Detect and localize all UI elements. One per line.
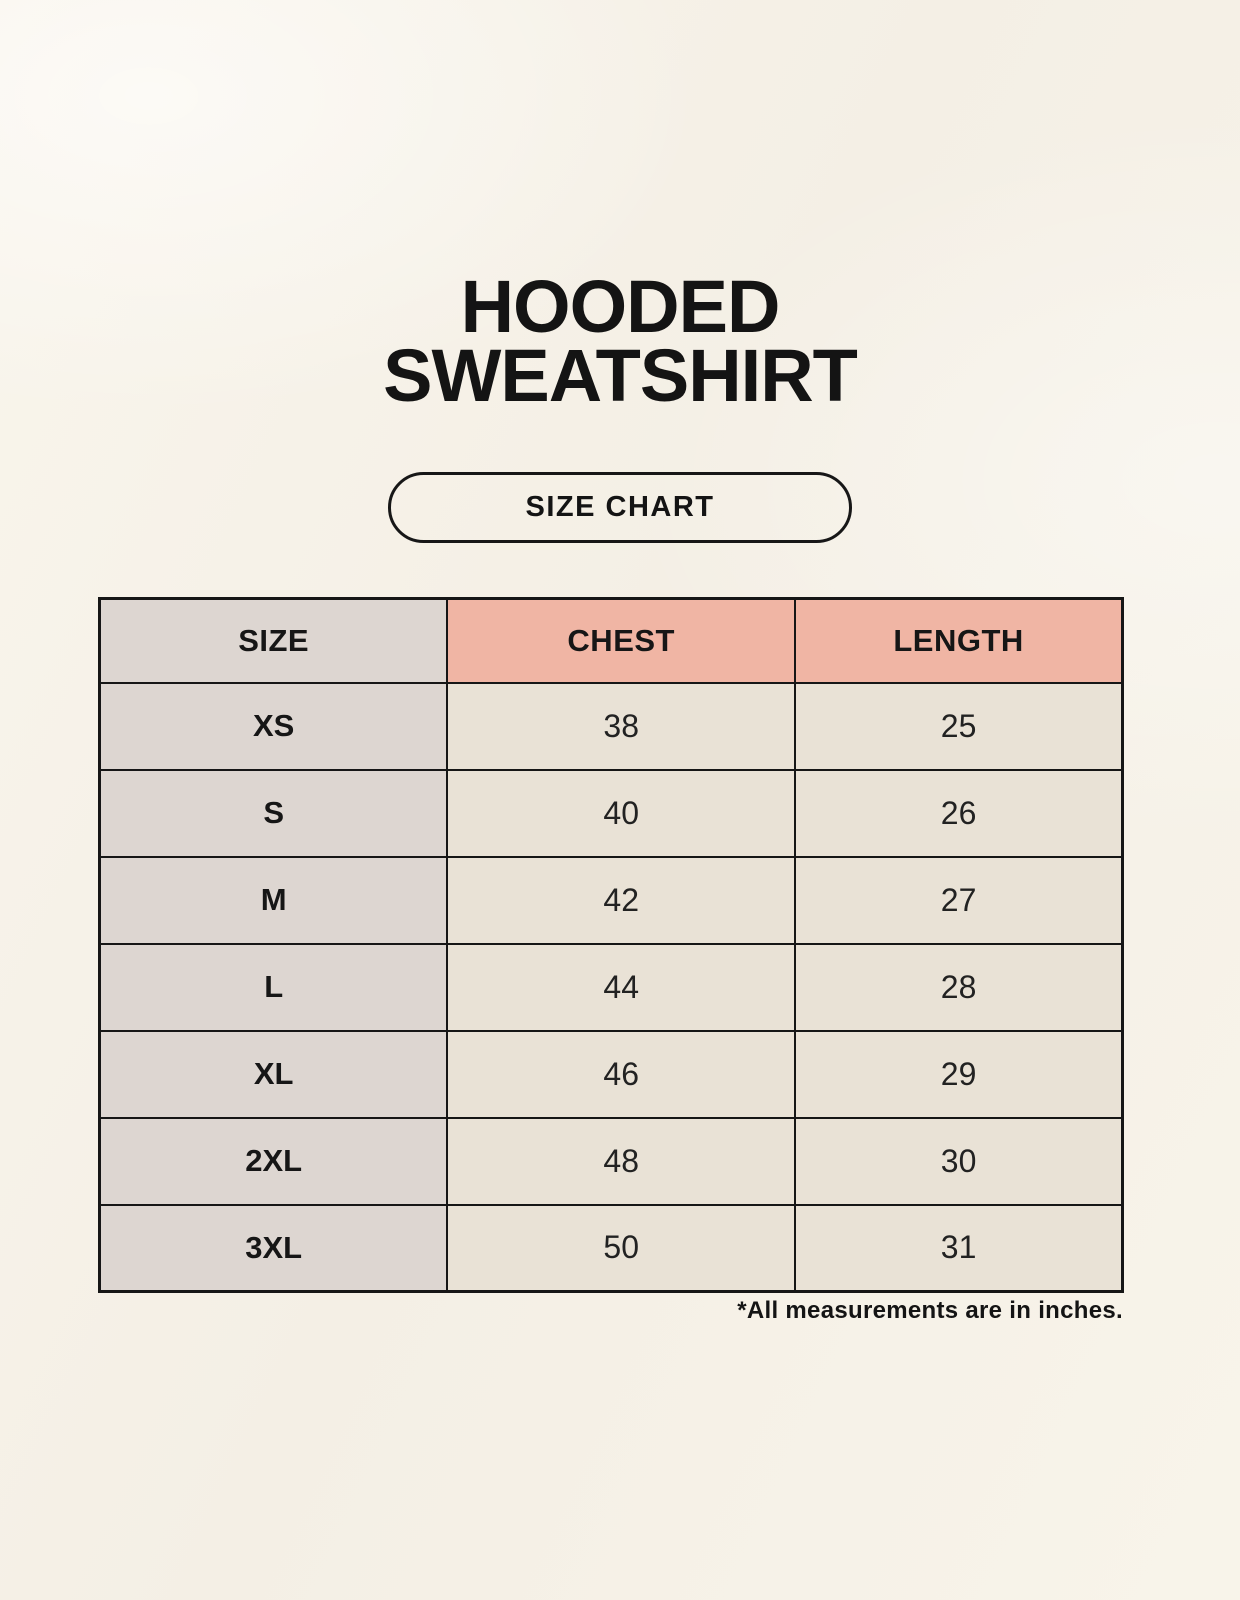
table-body: XS 38 25 S 40 26 M 42 27 L 44 28 XL 46 [98, 681, 1124, 1293]
length-cell: 30 [794, 1116, 1124, 1206]
size-chart-table: SIZE CHEST LENGTH XS 38 25 S 40 26 M 42 … [98, 597, 1124, 1293]
size-cell: S [98, 768, 449, 858]
chest-cell: 50 [446, 1203, 797, 1293]
table-row-xs: XS 38 25 [98, 681, 1124, 771]
table-row-xl: XL 46 29 [98, 1029, 1124, 1119]
table-row-m: M 42 27 [98, 855, 1124, 945]
length-cell: 25 [794, 681, 1124, 771]
column-header-size: SIZE [98, 597, 449, 684]
page-title: HOODED SWEATSHIRT [0, 265, 1240, 417]
size-cell: L [98, 942, 449, 1032]
table-row-3xl: 3XL 50 31 [98, 1203, 1124, 1293]
length-cell: 31 [794, 1203, 1124, 1293]
size-chart-button[interactable]: SIZE CHART [388, 472, 852, 543]
chest-cell: 38 [446, 681, 797, 771]
size-cell: XS [98, 681, 449, 771]
size-cell: XL [98, 1029, 449, 1119]
chest-cell: 46 [446, 1029, 797, 1119]
size-cell: M [98, 855, 449, 945]
length-cell: 27 [794, 855, 1124, 945]
measurements-footnote: *All measurements are in inches. [737, 1297, 1123, 1324]
chest-cell: 48 [446, 1116, 797, 1206]
table-row-s: S 40 26 [98, 768, 1124, 858]
length-cell: 29 [794, 1029, 1124, 1119]
page-title-line-1: HOODED [460, 265, 781, 348]
chest-cell: 44 [446, 942, 797, 1032]
size-chart-button-label: SIZE CHART [525, 491, 715, 523]
table-row-2xl: 2XL 48 30 [98, 1116, 1124, 1206]
length-cell: 26 [794, 768, 1124, 858]
size-cell: 2XL [98, 1116, 449, 1206]
table-header-row: SIZE CHEST LENGTH [98, 597, 1124, 684]
chest-cell: 42 [446, 855, 797, 945]
chest-cell: 40 [446, 768, 797, 858]
size-cell: 3XL [98, 1203, 449, 1293]
table-row-l: L 44 28 [98, 942, 1124, 1032]
column-header-chest: CHEST [446, 597, 797, 684]
page-title-line-2: SWEATSHIRT [383, 334, 858, 417]
length-cell: 28 [794, 942, 1124, 1032]
table-header: SIZE CHEST LENGTH [98, 597, 1124, 684]
column-header-length: LENGTH [794, 597, 1124, 684]
